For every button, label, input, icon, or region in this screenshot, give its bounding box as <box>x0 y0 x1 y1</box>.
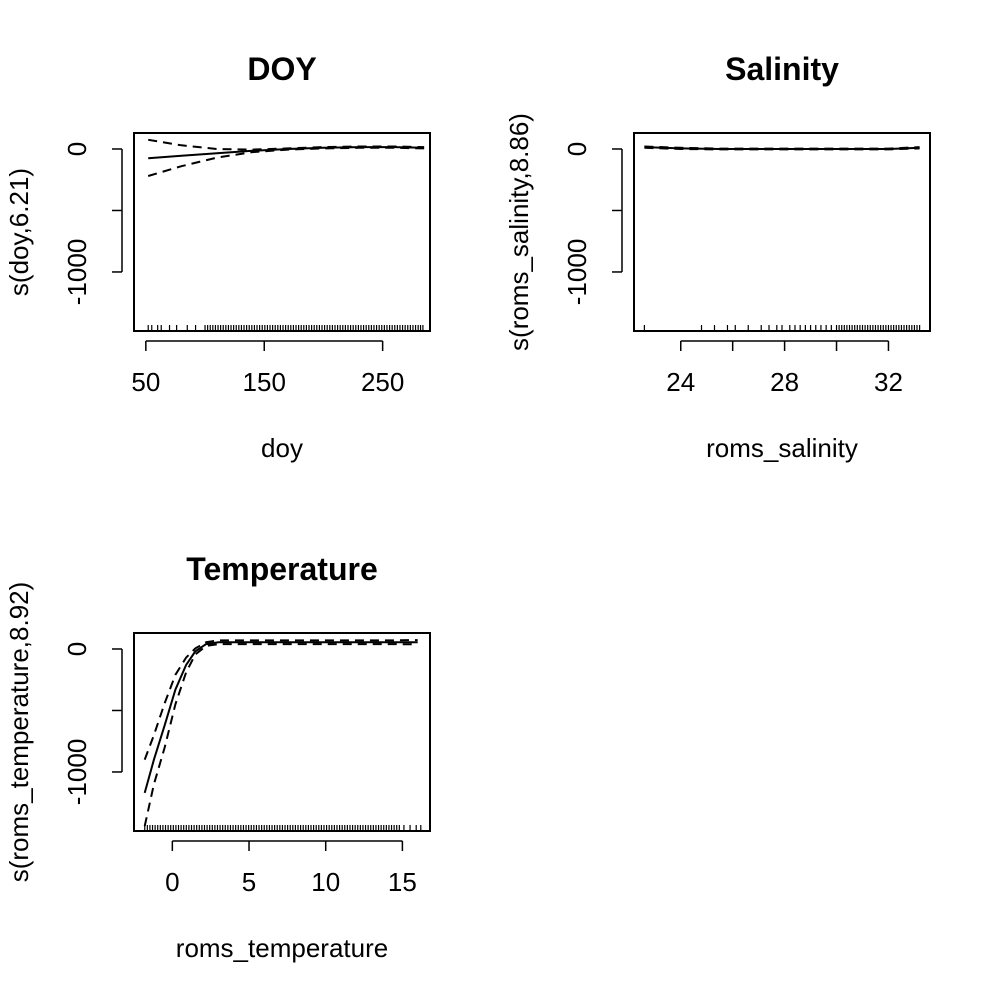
x-axis-label: roms_temperature <box>176 933 388 963</box>
x-tick-label: 24 <box>666 367 695 397</box>
y-tick-label: 0 <box>562 142 592 156</box>
x-axis-label: roms_salinity <box>706 433 858 463</box>
confidence-band-lower <box>147 146 425 177</box>
confidence-band-lower <box>644 146 920 151</box>
panel-doy: DOY doy s(doy,6.21) 50 150 250 -1000 0 <box>4 51 431 463</box>
x-axis-label: doy <box>261 433 303 463</box>
x-tick-label: 0 <box>165 867 179 897</box>
y-axis-label: s(doy,6.21) <box>4 168 34 296</box>
x-tick-label: 15 <box>388 867 417 897</box>
plot-area: 50 150 250 -1000 0 <box>62 132 431 397</box>
y-axis-label: s(roms_temperature,8.92) <box>4 582 34 883</box>
y-tick-label: 0 <box>62 642 92 656</box>
confidence-band-upper <box>143 639 418 761</box>
x-tick-label: 150 <box>243 367 286 397</box>
plot-area: 24 28 32 -1000 0 <box>562 132 931 397</box>
plot-area: 0 5 10 15 -1000 0 <box>62 632 431 897</box>
y-tick-label: 0 <box>62 142 92 156</box>
y-tick-label: -1000 <box>62 739 92 806</box>
x-tick-label: 50 <box>131 367 160 397</box>
y-tick-label: -1000 <box>562 239 592 306</box>
x-tick-label: 28 <box>770 367 799 397</box>
y-axis-label: s(roms_salinity,8.86) <box>504 113 534 351</box>
smooth-fit-line <box>143 641 418 794</box>
y-tick-label: -1000 <box>62 239 92 306</box>
x-tick-label: 250 <box>361 367 404 397</box>
x-tick-label: 32 <box>874 367 903 397</box>
panel-temperature: Temperature roms_temperature s(roms_temp… <box>4 551 431 963</box>
panel-title: Salinity <box>725 51 839 87</box>
panel-salinity: Salinity roms_salinity s(roms_salinity,8… <box>504 51 931 463</box>
confidence-band-upper <box>148 138 425 151</box>
x-tick-label: 10 <box>311 867 340 897</box>
panel-title: DOY <box>247 51 316 87</box>
confidence-band-lower <box>143 643 418 827</box>
panel-title: Temperature <box>186 551 377 587</box>
x-tick-label: 5 <box>242 867 256 897</box>
plot-frame <box>133 132 431 332</box>
